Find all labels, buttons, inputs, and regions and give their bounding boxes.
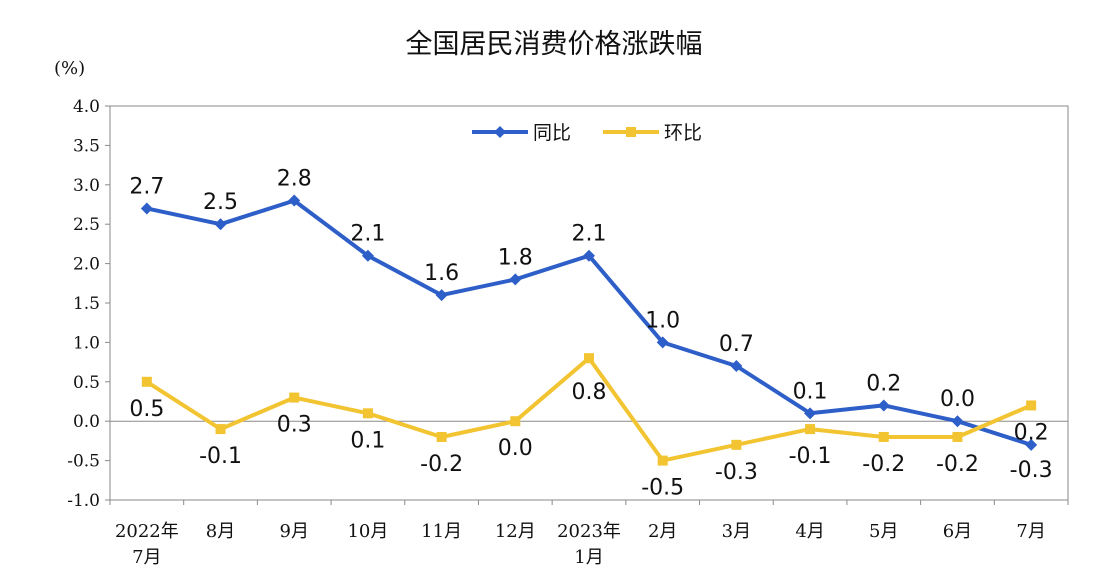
x-tick-label: 3月	[722, 521, 751, 542]
data-label: 2.1	[572, 222, 607, 247]
data-label: 1.0	[645, 308, 680, 333]
y-tick-labels: 4.0 3.5 3.0 2.5 2.0 1.5 1.0 0.5 0.0 -0.5 -1.0	[67, 97, 100, 511]
x-tick-label: 2023年	[557, 521, 621, 542]
data-label: -0.2	[420, 452, 463, 477]
y-tick-label: -1.0	[67, 491, 100, 511]
x-tick-labels: 2022年 7月 8月 9月 10月 11月 12月 2023年 1月 2月 3月 4月 5月 6月 7月	[115, 521, 1046, 568]
data-point	[362, 408, 373, 419]
data-label: 0.1	[350, 428, 385, 453]
data-point	[435, 289, 448, 302]
data-label: 0.0	[498, 436, 533, 461]
x-tick-label: 1月	[574, 547, 603, 568]
data-label: -0.2	[862, 452, 905, 477]
data-point	[436, 431, 447, 442]
y-tick-label: 1.5	[73, 294, 100, 314]
data-label: -0.1	[199, 444, 242, 469]
data-label: 0.1	[793, 379, 828, 404]
data-label: 2.5	[203, 190, 238, 215]
data-label: 1.6	[424, 261, 459, 286]
data-label: -0.3	[1010, 458, 1053, 483]
x-tick-label: 7月	[132, 547, 161, 568]
data-point	[805, 424, 816, 435]
data-point	[1025, 438, 1038, 451]
data-label: -0.1	[789, 444, 832, 469]
data-label: 2.1	[350, 222, 385, 247]
data-label: 0.3	[277, 413, 312, 438]
data-point	[1026, 400, 1037, 411]
y-tick-label: 2.5	[73, 215, 100, 235]
data-label: -0.5	[641, 476, 684, 501]
chart-title: 全国居民消费价格涨跌幅	[405, 29, 703, 60]
x-tick-label: 5月	[869, 521, 898, 542]
x-tick-label: 2022年	[115, 521, 179, 542]
series-markers	[140, 194, 1038, 466]
x-tick-label: 10月	[347, 521, 388, 542]
data-point	[952, 431, 963, 442]
data-label: 0.2	[1014, 420, 1049, 445]
data-label: 0.2	[866, 371, 901, 396]
x-tick-label: 9月	[280, 521, 309, 542]
x-tick-label: 6月	[943, 521, 972, 542]
data-label: -0.2	[936, 452, 979, 477]
data-label: 0.5	[129, 397, 164, 422]
data-label: 0.8	[572, 380, 607, 405]
axes	[105, 105, 1069, 505]
y-tick-label: 1.0	[73, 333, 100, 353]
data-label: 0.7	[719, 332, 754, 357]
data-point	[141, 376, 152, 387]
y-tick-label: 0.0	[73, 412, 100, 432]
data-point	[140, 202, 153, 215]
legend-label-2: 环比	[664, 122, 702, 144]
data-point	[214, 218, 227, 231]
data-point	[289, 392, 300, 403]
data-point	[804, 407, 817, 420]
plot-frame	[109, 105, 1069, 501]
data-label: 2.8	[277, 167, 312, 192]
x-tick-label: 2月	[648, 521, 677, 542]
data-point	[583, 249, 595, 262]
data-label: 1.8	[498, 245, 533, 270]
y-tick-label: 3.5	[73, 136, 100, 156]
data-point	[951, 415, 964, 428]
y-tick-label: 2.0	[73, 255, 100, 275]
x-tick-label: 8月	[206, 521, 235, 542]
y-tick-label: 4.0	[73, 97, 100, 117]
data-point	[878, 431, 889, 442]
data-point	[288, 194, 301, 207]
y-tick-label: -0.5	[67, 452, 100, 472]
data-point	[584, 353, 594, 364]
data-point	[361, 249, 374, 262]
data-labels: 2.7 2.5 2.8 2.1 1.6 1.8 2.1 1.0 0.7 0.1 0.2 0.0 -0.3…	[129, 167, 1052, 501]
data-point	[877, 399, 890, 412]
y-axis-unit: (%)	[54, 58, 86, 79]
data-point	[730, 360, 743, 373]
data-label: -0.3	[715, 460, 758, 485]
x-tick-label: 12月	[495, 521, 536, 542]
data-label: 2.7	[129, 174, 164, 199]
y-tick-label: 0.5	[73, 373, 100, 393]
data-label: 0.0	[940, 387, 975, 412]
legend-marker-1	[494, 126, 506, 138]
x-tick-label: 7月	[1016, 521, 1045, 542]
y-tick-label: 3.0	[73, 176, 100, 196]
data-point	[509, 273, 522, 286]
data-point	[731, 439, 742, 450]
data-point	[510, 416, 521, 427]
data-point	[657, 455, 668, 466]
legend-label-1: 同比	[533, 122, 571, 144]
data-point	[656, 336, 669, 349]
data-point	[215, 424, 226, 435]
x-tick-label: 4月	[795, 521, 824, 542]
legend: 同比 环比	[472, 122, 702, 144]
x-tick-label: 11月	[421, 521, 462, 542]
legend-marker-2	[626, 127, 636, 137]
